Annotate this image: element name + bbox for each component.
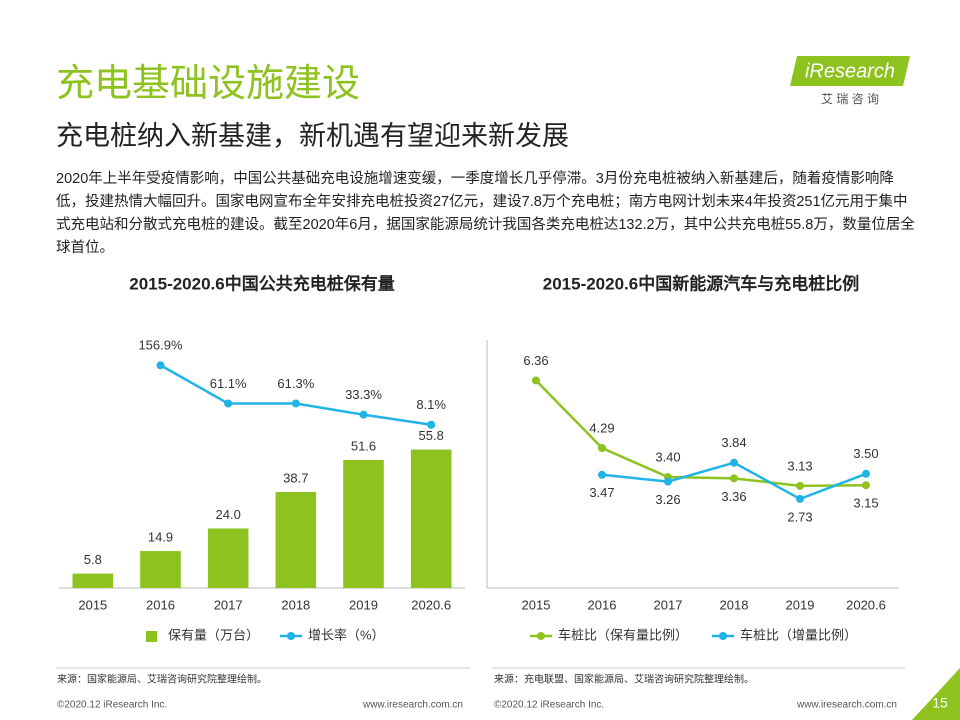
data-label: 3.26 (655, 492, 680, 507)
legend-swatch (146, 631, 157, 642)
x-tick-label: 2019 (349, 597, 378, 612)
x-tick-label: 2017 (654, 597, 683, 612)
point (427, 420, 436, 429)
point (862, 481, 870, 490)
x-tick-label: 2017 (214, 597, 243, 612)
chart-title: 2015-2020.6中国新能源汽车与充电桩比例 (543, 273, 859, 293)
data-label: 3.47 (589, 485, 614, 500)
point (156, 361, 165, 370)
chart-title: 2015-2020.6中国公共充电桩保有量 (129, 273, 394, 293)
x-tick-label: 2020.6 (411, 597, 451, 612)
data-label: 3.15 (853, 496, 878, 511)
bar (207, 528, 249, 588)
data-label: 2.73 (787, 509, 812, 524)
logo-tagline: 艾 瑞 咨 询 (821, 91, 879, 106)
legend-label: 车桩比（增量比例） (740, 627, 857, 642)
data-label: 24.0 (216, 507, 241, 522)
copyright: ©2020.12 iResearch Inc. (57, 700, 167, 711)
data-label: 55.8 (419, 428, 444, 443)
website: www.iresearch.com.cn (362, 700, 463, 711)
x-tick-label: 2016 (588, 597, 617, 612)
legend-label: 保有量（万台） (168, 627, 259, 642)
legend-label: 车桩比（保有量比例） (558, 627, 688, 642)
legend-dot (719, 632, 727, 640)
line (159, 364, 432, 426)
x-tick-label: 2015 (522, 597, 551, 612)
source: 来源：国家能源局、艾瑞咨询研究院整理绘制。 (57, 673, 267, 686)
data-label: 8.1% (416, 397, 446, 412)
x-tick-label: 2020.6 (846, 597, 886, 612)
point (796, 494, 804, 503)
point (730, 474, 738, 483)
x-tick-label: 2019 (786, 597, 815, 612)
data-label: 3.36 (721, 489, 746, 504)
logo-badge (790, 56, 910, 86)
bar (140, 551, 181, 588)
data-label: 6.36 (523, 353, 548, 368)
line (535, 379, 867, 488)
point (291, 399, 300, 408)
data-label: 4.29 (589, 420, 614, 435)
x-tick-label: 2015 (78, 597, 107, 612)
data-label: 51.6 (351, 438, 376, 453)
bar (275, 492, 317, 588)
legend-dot (537, 632, 545, 640)
point (598, 470, 606, 479)
copyright: ©2020.12 iResearch Inc. (494, 700, 604, 711)
data-label: 3.50 (853, 446, 878, 461)
data-label: 33.3% (345, 387, 382, 402)
body-text: 2020年上半年受疫情影响，中国公共基础充电设施增速变缓，一季度增长几乎停滞。3… (56, 171, 915, 256)
subtitle: 充电桩纳入新基建，新机遇有望迎来新发展 (56, 121, 569, 151)
data-label: 14.9 (148, 529, 173, 544)
data-label: 5.8 (84, 552, 102, 567)
point (359, 410, 368, 419)
page-badge (912, 668, 960, 720)
bar (343, 460, 384, 588)
bar (410, 449, 452, 588)
x-tick-label: 2018 (281, 597, 310, 612)
x-tick-label: 2016 (146, 597, 175, 612)
data-label: 38.7 (283, 470, 308, 485)
point (598, 444, 606, 453)
point (730, 458, 738, 467)
point (224, 399, 233, 408)
point (862, 469, 870, 478)
website: www.iresearch.com.cn (796, 700, 897, 711)
data-label: 3.40 (655, 449, 680, 464)
legend-label: 增长率（%） (308, 627, 385, 642)
title: 充电基础设施建设 (56, 63, 361, 105)
x-tick-label: 2018 (720, 597, 749, 612)
logo-brand: iResearch (805, 60, 895, 82)
point (532, 376, 540, 385)
point (664, 477, 672, 486)
data-label: 61.1% (210, 376, 247, 391)
data-label: 3.84 (721, 435, 746, 450)
bar (72, 573, 114, 588)
page-number: 15 (932, 695, 948, 711)
data-label: 3.13 (787, 458, 812, 473)
point (796, 481, 804, 490)
source: 来源：充电联盟、国家能源局、艾瑞咨询研究院整理绘制。 (494, 673, 754, 686)
legend-dot (287, 632, 295, 640)
data-label: 61.3% (277, 376, 314, 391)
data-label: 156.9% (138, 338, 183, 353)
